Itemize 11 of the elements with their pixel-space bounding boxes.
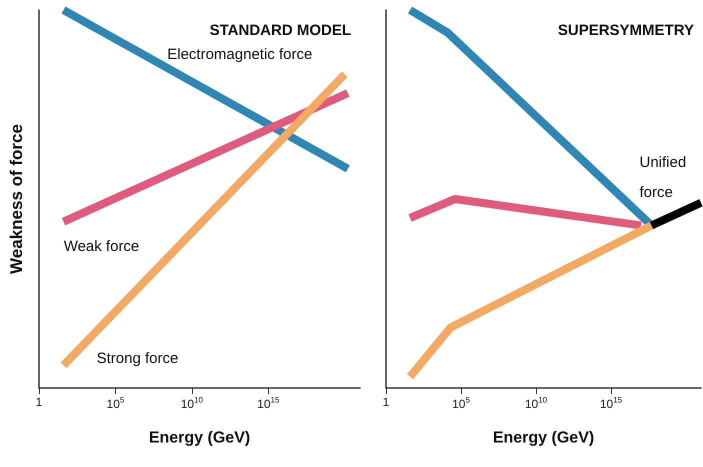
x-axis-title: Energy (GeV) [148, 430, 250, 446]
series-label: Weak force [64, 238, 140, 256]
series-label: Unified force [639, 154, 690, 201]
series-label: Electromagnetic force [167, 46, 312, 63]
text: STANDARD MODEL [210, 22, 352, 39]
x-tick-label: 1 [36, 395, 43, 409]
x-axis-title: Energy (GeV) [492, 430, 594, 446]
series-label: Strong force [96, 350, 178, 367]
text: SUPERSYMMETRY [558, 22, 694, 39]
y-axis-title: Weakness of force [7, 124, 26, 274]
x-tick-label: 1 [382, 395, 390, 409]
